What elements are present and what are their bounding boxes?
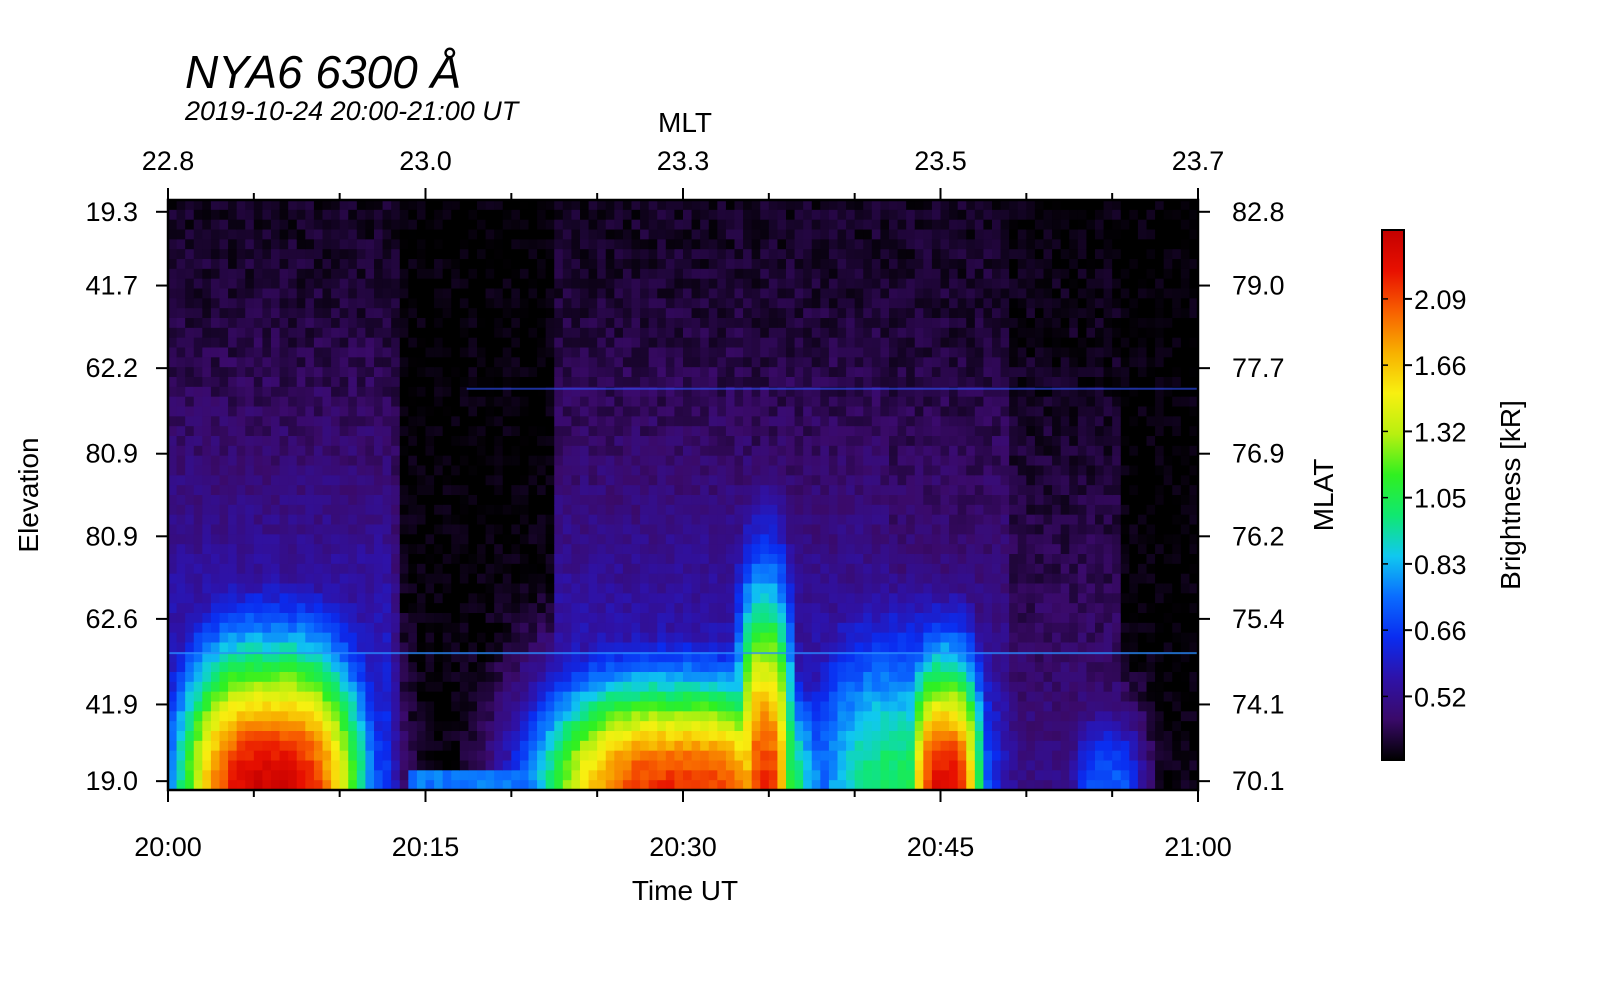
mlat-tick-label: 76.9 [1232, 439, 1285, 469]
mlat-tick-label: 70.1 [1232, 766, 1285, 796]
colorbar-tick-label: 1.05 [1414, 484, 1467, 514]
mlt-tick-label: 23.0 [399, 146, 452, 176]
chart-subtitle: 2019-10-24 20:00-21:00 UT [184, 96, 521, 126]
mlat-tick-label: 74.1 [1232, 689, 1285, 719]
x-axis-label: Time UT [632, 875, 738, 906]
colorbar-tick-label: 2.09 [1414, 285, 1467, 315]
colorbar-tick-label: 1.66 [1414, 351, 1467, 381]
chart-title: NYA6 6300 Å [185, 46, 461, 98]
y-tick-label: 62.2 [85, 353, 138, 383]
colorbar-tick-label: 1.32 [1414, 417, 1467, 447]
y-tick-label: 19.3 [85, 197, 138, 227]
x-tick-label: 20:15 [392, 832, 460, 862]
mlt-tick-label: 22.8 [142, 146, 195, 176]
mlat-tick-label: 75.4 [1232, 604, 1285, 634]
x-tick-label: 20:00 [134, 832, 202, 862]
x-tick-label: 21:00 [1164, 832, 1232, 862]
y-axis-label: Elevation [13, 437, 44, 552]
y-tick-label: 62.6 [85, 604, 138, 634]
y-tick-label: 19.0 [85, 766, 138, 796]
heatmap-area [166, 198, 1200, 792]
colorbar-tick-label: 0.52 [1414, 682, 1467, 712]
mlat-axis-label: MLAT [1308, 459, 1339, 532]
mlt-axis-label: MLT [658, 107, 712, 138]
y-tick-label: 80.9 [85, 521, 138, 551]
y-tick-label: 80.9 [85, 439, 138, 469]
mlt-tick-label: 23.3 [657, 146, 710, 176]
x-tick-label: 20:30 [649, 832, 717, 862]
colorbar-scale [1381, 229, 1405, 761]
colorbar-tick-label: 0.66 [1414, 616, 1467, 646]
mlt-tick-label: 23.7 [1172, 146, 1225, 176]
mlat-tick-label: 76.2 [1232, 521, 1285, 551]
y-tick-label: 41.7 [85, 271, 138, 301]
mlat-tick-label: 82.8 [1232, 197, 1285, 227]
x-tick-label: 20:45 [907, 832, 975, 862]
mlt-tick-label: 23.5 [914, 146, 967, 176]
mlat-tick-label: 77.7 [1232, 353, 1285, 383]
colorbar-tick-label: 0.83 [1414, 550, 1467, 580]
y-tick-label: 41.9 [85, 689, 138, 719]
colorbar-label: Brightness [kR] [1495, 400, 1526, 590]
mlat-tick-label: 79.0 [1232, 271, 1285, 301]
colorbar: 2.09 1.66 1.32 1.05 0.83 0.66 0.52 [1381, 229, 1467, 761]
